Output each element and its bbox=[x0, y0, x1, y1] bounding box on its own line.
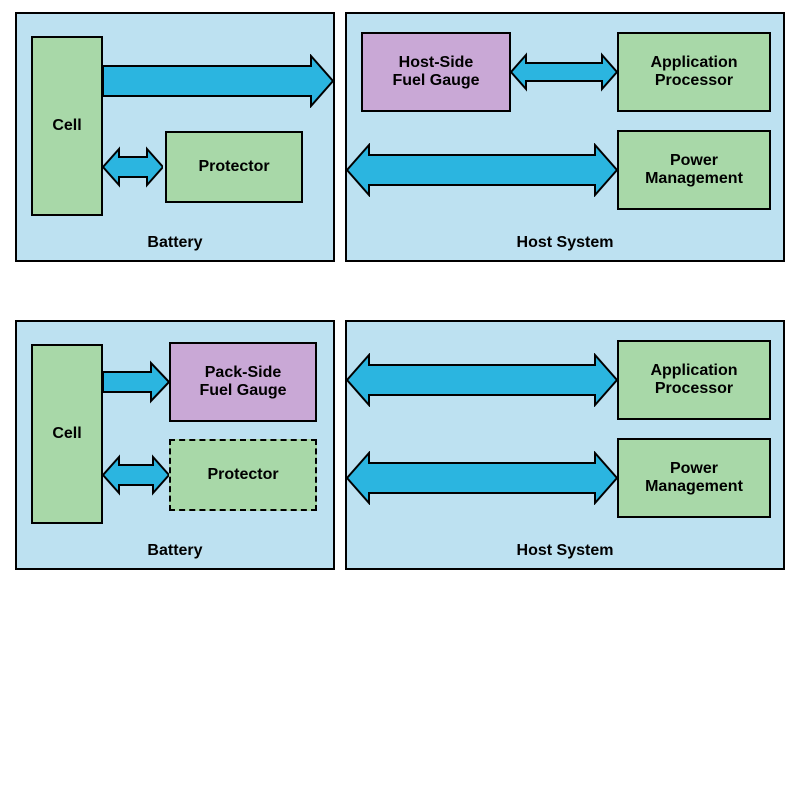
power-mgmt-label-top: Power Management bbox=[645, 152, 743, 188]
protector-label-top: Protector bbox=[198, 158, 269, 176]
arrow-power-bottom bbox=[347, 451, 617, 505]
panel-battery-bottom: Cell Pack-Side Fuel Gauge Protector Batt… bbox=[15, 320, 335, 570]
power-label-top: Power bbox=[767, 174, 800, 192]
caption-host-top: Host System bbox=[347, 234, 783, 252]
power-mgmt-label-bottom: Power Management bbox=[645, 460, 743, 496]
panel-battery-top: Cell Protector Battery bbox=[15, 12, 335, 262]
cell-label-top: Cell bbox=[52, 117, 81, 135]
arrow-comm-bottom bbox=[347, 353, 617, 407]
arrow-cell-to-host-top bbox=[103, 54, 333, 108]
pack-fuel-gauge-label: Pack-Side Fuel Gauge bbox=[199, 364, 286, 400]
protector-label-bottom: Protector bbox=[207, 466, 278, 484]
arrow-power-top bbox=[347, 143, 617, 197]
comm-label-bottom: Comm bbox=[767, 692, 800, 710]
block-pack-fuel-gauge: Pack-Side Fuel Gauge bbox=[169, 342, 317, 422]
panel-host-top: Host-Side Fuel Gauge Comm Application Pr… bbox=[345, 12, 785, 262]
caption-host-bottom: Host System bbox=[347, 542, 783, 560]
app-processor-label-bottom: Application Processor bbox=[650, 362, 737, 398]
block-power-mgmt-top: Power Management bbox=[617, 130, 771, 210]
panel-host-bottom: Comm Application Processor Power Power M… bbox=[345, 320, 785, 570]
cell-label-bottom: Cell bbox=[52, 425, 81, 443]
block-app-processor-top: Application Processor bbox=[617, 32, 771, 112]
block-cell-top: Cell bbox=[31, 36, 103, 216]
arrow-comm-top bbox=[511, 52, 617, 92]
block-app-processor-bottom: Application Processor bbox=[617, 340, 771, 420]
block-cell-bottom: Cell bbox=[31, 344, 103, 524]
caption-battery-top: Battery bbox=[17, 234, 333, 252]
caption-battery-bottom: Battery bbox=[17, 542, 333, 560]
arrow-cell-fuelgauge-bottom bbox=[103, 360, 169, 404]
block-protector-bottom: Protector bbox=[169, 439, 317, 511]
block-power-mgmt-bottom: Power Management bbox=[617, 438, 771, 518]
power-label-bottom: Power bbox=[767, 790, 800, 808]
host-fuel-gauge-label: Host-Side Fuel Gauge bbox=[392, 54, 479, 90]
arrow-cell-protector-top bbox=[103, 145, 163, 189]
diagram-canvas: Cell Protector Battery Host-Side Fuel Ga… bbox=[0, 0, 800, 585]
app-processor-label-top: Application Processor bbox=[650, 54, 737, 90]
arrow-cell-protector-bottom bbox=[103, 453, 169, 497]
block-host-fuel-gauge: Host-Side Fuel Gauge bbox=[361, 32, 511, 112]
block-protector-top: Protector bbox=[165, 131, 303, 203]
